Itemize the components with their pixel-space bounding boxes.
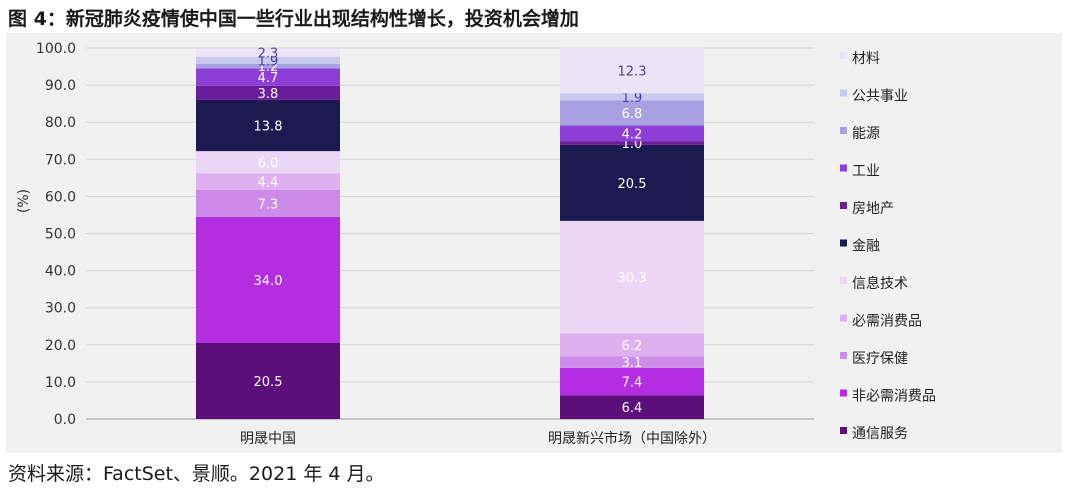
bar-segment xyxy=(560,93,704,101)
bar-segment xyxy=(196,151,340,174)
legend-swatch xyxy=(840,277,847,284)
y-tick-label: 50.0 xyxy=(45,227,76,243)
x-category-label: 明晟新兴市场（中国除外） xyxy=(548,430,716,447)
legend-swatch xyxy=(840,389,847,397)
data-label: 3.1 xyxy=(622,356,643,371)
legend-label: 能源 xyxy=(852,126,880,142)
legend-swatch xyxy=(840,127,847,134)
legend-label: 非必需消费品 xyxy=(852,389,936,405)
bar-segment xyxy=(560,141,704,145)
bar-segment xyxy=(196,216,340,343)
legend-label: 房地产 xyxy=(852,201,894,217)
y-tick-label: 80.0 xyxy=(45,115,76,131)
data-label: 6.4 xyxy=(622,401,643,416)
legend-label: 工业 xyxy=(852,164,880,180)
legend-label: 材料 xyxy=(852,51,880,67)
data-label: 7.4 xyxy=(622,376,643,391)
data-label: 34.0 xyxy=(254,274,283,289)
bar-segment xyxy=(560,125,704,142)
y-tick-label: 30.0 xyxy=(45,301,76,317)
data-label: 30.3 xyxy=(618,271,647,286)
data-label: 20.5 xyxy=(254,375,283,390)
bar-segment xyxy=(560,47,704,94)
data-label: 1.9 xyxy=(622,91,643,106)
bar-segment xyxy=(560,333,704,357)
legend-label: 通信服务 xyxy=(852,426,908,442)
y-axis-label: (%) xyxy=(16,189,32,213)
y-tick-label: 10.0 xyxy=(45,375,76,391)
data-label: 4.4 xyxy=(258,176,279,191)
bar-segment xyxy=(196,342,340,419)
bar-segment xyxy=(196,68,340,86)
bar-segment xyxy=(196,56,340,64)
bar-segment xyxy=(196,173,340,190)
legend-swatch xyxy=(840,427,847,434)
data-label: 13.8 xyxy=(254,120,283,135)
stacked-bar-chart: 0.0 10.0 20.0 30.0 40.0 50.0 60.0 70.0 80.0 90.0 1… xyxy=(16,41,936,447)
data-label: 20.5 xyxy=(618,177,647,192)
y-tick-label: 0.0 xyxy=(54,412,76,428)
legend-label: 公共事业 xyxy=(852,89,908,105)
y-tick-label: 70.0 xyxy=(45,152,76,168)
data-label: 12.3 xyxy=(618,64,647,79)
bar-segment xyxy=(560,220,704,334)
y-tick-label: 100.0 xyxy=(36,41,76,57)
y-tick-label: 20.0 xyxy=(45,338,76,354)
bar-segment xyxy=(560,144,704,221)
y-tick-label: 90.0 xyxy=(45,78,76,94)
legend-label: 信息技术 xyxy=(852,275,908,292)
chart-area: 0.0 10.0 20.0 30.0 40.0 50.0 60.0 70.0 80.0 90.0 1… xyxy=(6,33,1062,453)
legend-swatch xyxy=(840,352,847,359)
data-label: 2.3 xyxy=(258,47,279,62)
bar-segment xyxy=(560,367,704,396)
legend-swatch xyxy=(840,164,847,172)
bar-segment xyxy=(196,99,340,152)
legend-swatch xyxy=(840,239,847,247)
figure-title: 图 4：新冠肺炎疫情使中国一些行业出现结构性增长，投资机会增加 xyxy=(8,8,579,30)
data-label: 6.2 xyxy=(622,339,643,354)
legend-label: 金融 xyxy=(852,239,880,255)
data-label: 6.8 xyxy=(622,107,643,122)
source-note: 资料来源：FactSet、景顺。2021 年 4 月。 xyxy=(8,463,385,485)
bar-segment xyxy=(560,395,704,419)
bar-segment xyxy=(196,48,340,57)
data-label: 3.8 xyxy=(258,87,279,102)
y-tick-label: 40.0 xyxy=(45,264,76,280)
data-label: 4.2 xyxy=(622,127,643,142)
legend-swatch xyxy=(840,89,847,97)
bar-segment xyxy=(560,356,704,368)
data-label: 6.0 xyxy=(258,156,279,171)
y-tick-label: 60.0 xyxy=(45,189,76,205)
bar-segment xyxy=(196,63,340,69)
legend-label: 医疗保健 xyxy=(852,351,908,367)
legend-label: 必需消费品 xyxy=(852,314,922,330)
data-label: 1.9 xyxy=(258,54,279,69)
legend-swatch xyxy=(840,314,847,322)
data-label: 7.3 xyxy=(258,197,279,212)
bar-segment xyxy=(560,100,704,126)
x-category-label: 明晟中国 xyxy=(240,431,296,447)
legend-swatch xyxy=(840,202,847,209)
bar-segment xyxy=(196,189,340,217)
bar-segment xyxy=(196,85,340,100)
data-label: 4.7 xyxy=(258,71,279,86)
legend-swatch xyxy=(840,52,847,59)
